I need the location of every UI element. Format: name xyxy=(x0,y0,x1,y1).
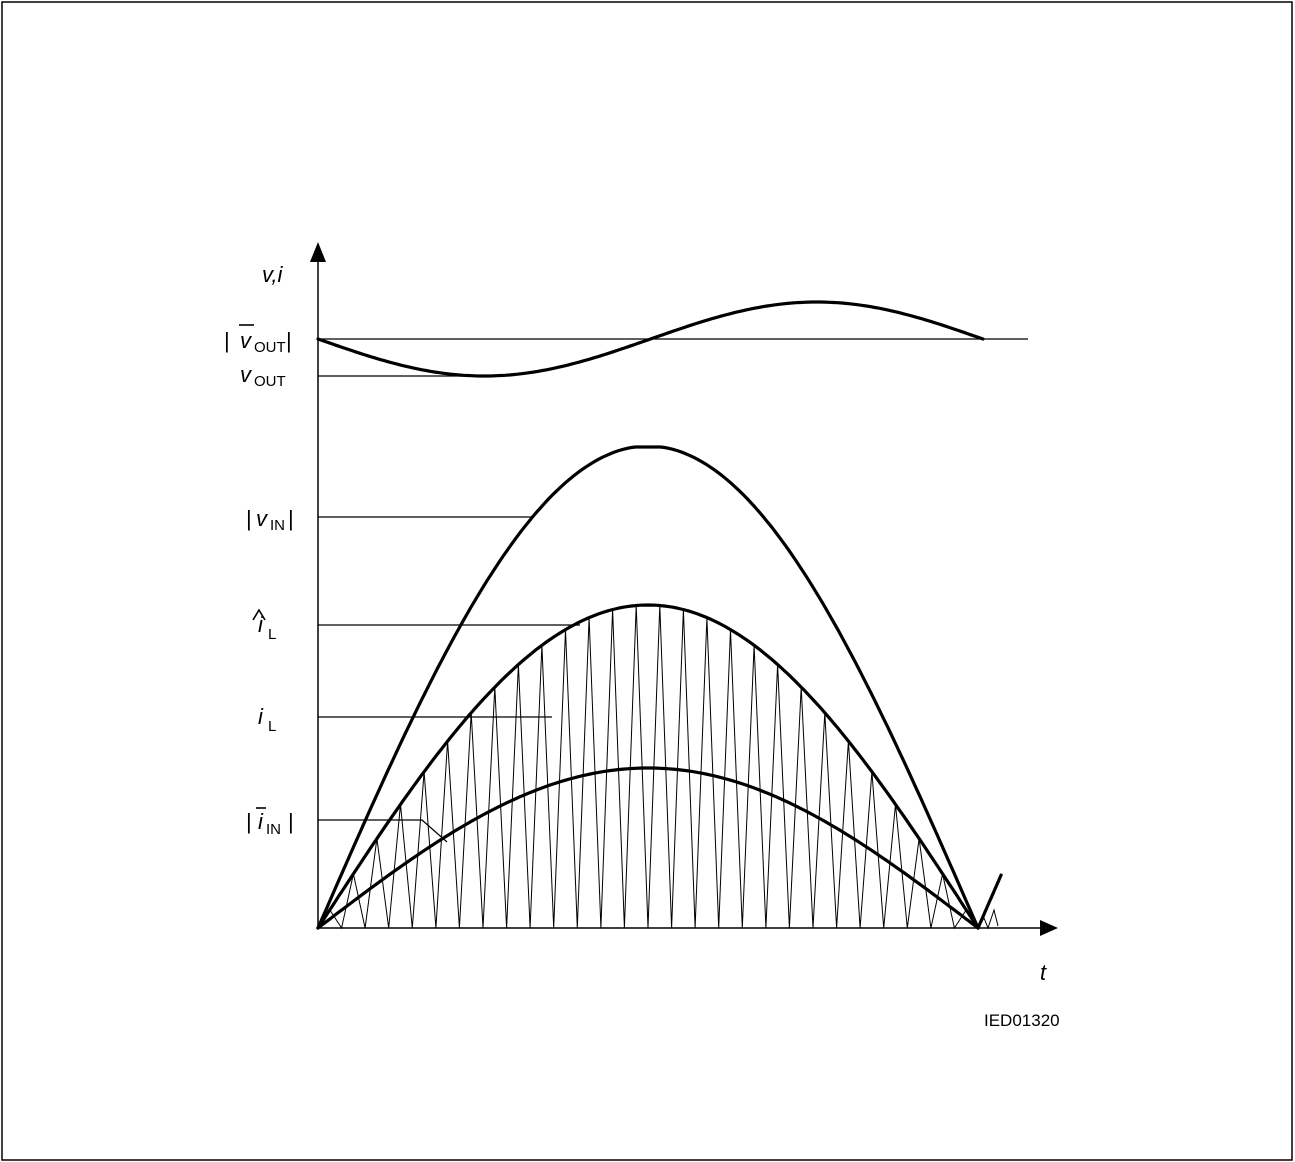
vout-ripple-curve xyxy=(316,300,985,378)
symbol-v: v xyxy=(240,328,253,353)
symbol-v: v xyxy=(256,506,269,531)
symbol-v: v xyxy=(240,362,253,387)
vin-rectified-sine-curve xyxy=(316,445,980,930)
x-axis-label: t xyxy=(1040,960,1047,985)
hat-mark xyxy=(252,608,266,621)
abs-bar-right: | xyxy=(286,328,292,353)
label-vout-average: | v OUT | xyxy=(224,324,292,356)
subscript-l: L xyxy=(268,626,276,643)
abs-bar-left: | xyxy=(224,328,230,353)
y-axis-label: v,i xyxy=(262,262,283,287)
next-cycle-start-curve xyxy=(976,873,1003,930)
il-peak-envelope-curve xyxy=(316,603,980,930)
subscript-out: OUT xyxy=(254,373,286,390)
next-cycle-triangle-waveform xyxy=(977,908,999,930)
label-il: i L xyxy=(258,704,276,735)
symbol-i: i xyxy=(258,612,264,637)
subscript-in: IN xyxy=(270,517,285,534)
abs-bar-right: | xyxy=(288,809,294,834)
subscript-l: L xyxy=(268,718,276,735)
abs-bar-left: | xyxy=(246,506,252,531)
subscript-in: IN xyxy=(266,821,281,838)
label-il-peak: i L xyxy=(252,608,276,643)
symbol-i: i xyxy=(258,704,264,729)
label-vin-abs: | v IN | xyxy=(246,506,294,534)
symbol-i: i xyxy=(258,809,264,834)
abs-bar-left: | xyxy=(246,809,252,834)
y-axis-arrow xyxy=(310,242,326,262)
label-vout: v OUT xyxy=(240,362,286,390)
il-triangle-waveform xyxy=(317,605,979,930)
abs-bar-right: | xyxy=(288,506,294,531)
drawing-code: IED01320 xyxy=(984,1011,1060,1030)
subscript-out: OUT xyxy=(254,339,286,356)
x-axis-arrow xyxy=(1040,920,1058,936)
label-iin-average: | i IN | xyxy=(246,807,294,838)
iin-leader-line xyxy=(318,819,448,843)
iin-average-curve xyxy=(316,766,980,930)
